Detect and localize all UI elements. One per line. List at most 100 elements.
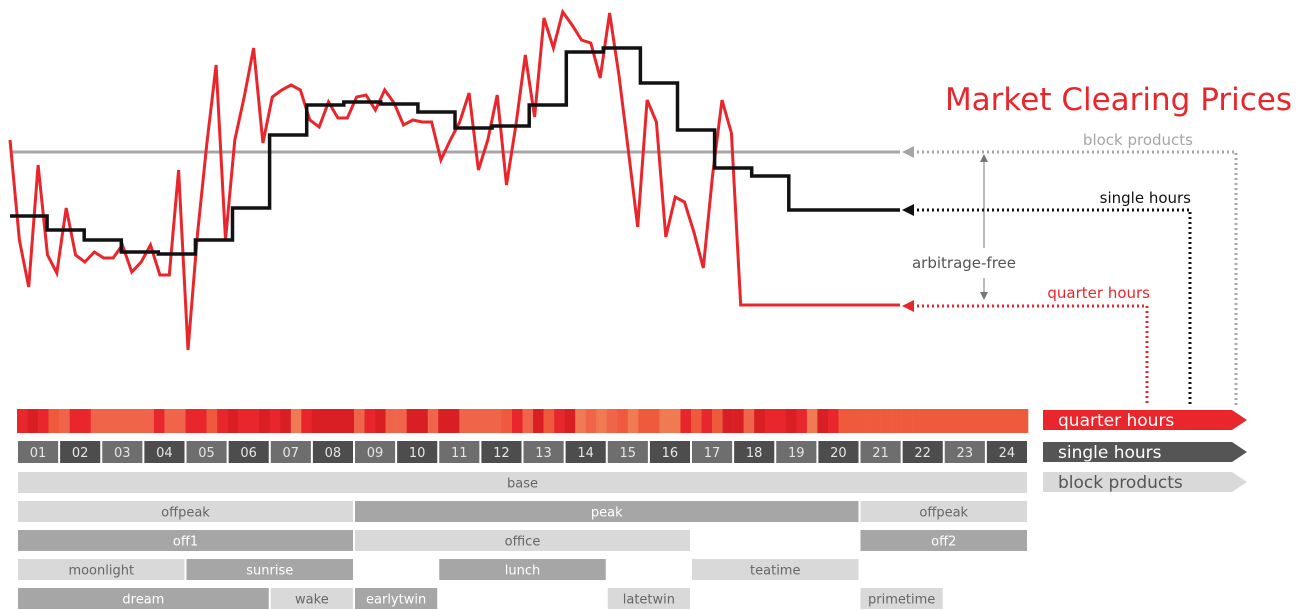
quarter-hour-cell	[385, 409, 397, 433]
quarter-hour-cell	[533, 409, 544, 433]
quarter-hour-cell	[722, 409, 734, 433]
hour-label: 08	[325, 446, 342, 461]
quarter-hour-cell	[691, 409, 702, 433]
quarter-hour-cell	[901, 409, 913, 433]
quarter-hour-cell	[90, 409, 102, 433]
quarter-hour-cell	[596, 409, 608, 433]
quarter-hour-cell	[859, 409, 871, 433]
hour-cell-23: 23	[944, 441, 985, 463]
hour-label: 02	[72, 446, 89, 461]
hour-cell-05: 05	[186, 441, 227, 463]
quarter-hour-cell	[933, 409, 945, 433]
quarter-hour-cell	[480, 409, 492, 433]
hour-label: 10	[409, 446, 426, 461]
hour-cell-04: 04	[144, 441, 185, 463]
quarter-hour-cell	[754, 409, 766, 433]
block-offpeak: offpeak	[18, 501, 353, 522]
quarter-hour-cell	[880, 409, 892, 433]
hour-label: 03	[114, 446, 131, 461]
single-hours-connector: single hours	[902, 189, 1192, 405]
quarter-hour-cell	[922, 409, 934, 433]
block-latetwin: latetwin	[607, 588, 690, 609]
hour-cell-01: 01	[18, 441, 59, 463]
quarter-hour-cell	[712, 409, 723, 433]
quarter-hour-cell	[17, 409, 28, 433]
block-label: offpeak	[161, 506, 210, 521]
legend-quarter-hours: quarter hours	[1043, 410, 1247, 431]
quarter-hour-cell	[217, 409, 228, 433]
block-products-annotation: block products	[1083, 131, 1193, 149]
hour-label: 22	[914, 446, 931, 461]
hour-cell-10: 10	[397, 441, 438, 463]
block-label: teatime	[750, 564, 800, 579]
block-dream: dream	[18, 588, 269, 609]
hour-label: 14	[577, 446, 594, 461]
hour-label: 11	[451, 446, 468, 461]
quarter-hour-cell	[259, 409, 271, 433]
quarter-hour-cell	[954, 409, 966, 433]
quarter-hour-cell	[585, 409, 597, 433]
hour-label: 12	[493, 446, 510, 461]
quarter-hour-cell	[870, 409, 881, 433]
quarter-hour-cell	[627, 409, 639, 433]
hour-label: 24	[999, 446, 1016, 461]
quarter-hour-cell	[101, 409, 113, 433]
quarter-hour-cell	[343, 409, 355, 433]
legend: quarter hours single hours block product…	[1043, 410, 1247, 493]
quarter-hour-cell	[269, 409, 281, 433]
block-wake: wake	[270, 588, 353, 609]
block-label: base	[507, 477, 538, 492]
arbitrage-free-arrow: arbitrage-free	[912, 154, 1016, 300]
price-chart	[8, 8, 900, 351]
hour-cell-02: 02	[60, 441, 101, 463]
quarter-hour-cell	[838, 409, 850, 433]
block-peak: peak	[355, 501, 859, 522]
quarter-hour-cell	[806, 409, 818, 433]
hour-label: 16	[662, 446, 679, 461]
block-label: offpeak	[919, 506, 968, 521]
hour-label: 01	[30, 446, 47, 461]
arbitrage-free-label: arbitrage-free	[912, 254, 1016, 272]
quarter-hour-cell	[501, 409, 513, 433]
quarter-hour-cell	[143, 409, 155, 433]
hour-cell-12: 12	[481, 441, 522, 463]
block-off1: off1	[18, 530, 353, 551]
quarter-hour-cell	[743, 409, 755, 433]
hour-cell-06: 06	[228, 441, 269, 463]
quarter-hour-cell	[238, 409, 249, 433]
quarter-hour-cell	[69, 409, 81, 433]
quarter-hour-cell	[111, 409, 123, 433]
hour-cell-11: 11	[439, 441, 480, 463]
block-moonlight: moonlight	[18, 559, 185, 580]
quarter-hours-strip	[17, 409, 1029, 433]
quarter-hour-cell	[301, 409, 313, 433]
block-label: sunrise	[246, 564, 293, 579]
block-label: off2	[931, 535, 956, 550]
quarter-hour-cell	[996, 409, 1008, 433]
hour-cell-03: 03	[102, 441, 143, 463]
quarter-hour-cell	[775, 409, 787, 433]
quarter-hour-cell	[785, 409, 797, 433]
hour-label: 15	[620, 446, 637, 461]
quarter-hour-cell	[680, 409, 692, 433]
hour-cell-22: 22	[902, 441, 943, 463]
quarter-hour-cell	[575, 409, 586, 433]
quarter-hour-cell	[511, 409, 523, 433]
hour-cell-08: 08	[312, 441, 354, 463]
quarter-hour-cell	[27, 409, 39, 433]
hour-label: 23	[957, 446, 974, 461]
quarter-hour-cell	[332, 409, 344, 433]
quarter-hour-cell	[459, 409, 471, 433]
hour-label: 19	[788, 446, 805, 461]
hour-label: 05	[198, 446, 215, 461]
quarter-hour-cell	[764, 409, 776, 433]
quarter-hour-cell	[227, 409, 239, 433]
hour-cell-20: 20	[818, 441, 859, 463]
block-label: moonlight	[68, 564, 134, 579]
quarter-hour-cell	[206, 409, 218, 433]
legend-block-products: block products	[1043, 472, 1247, 493]
legend-quarter-hours-label: quarter hours	[1058, 411, 1174, 431]
quarter-hour-cell	[396, 409, 407, 433]
quarter-hour-cell	[659, 409, 671, 433]
